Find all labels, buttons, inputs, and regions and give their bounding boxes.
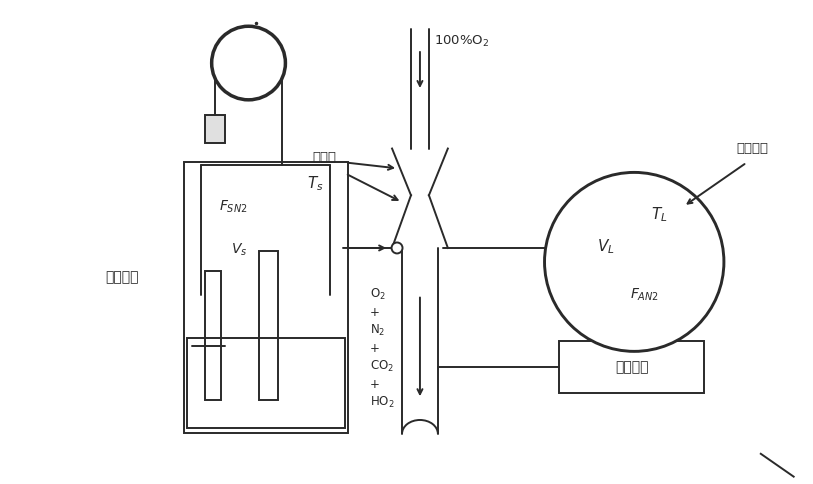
Text: $F_{AN2}$: $F_{AN2}$ <box>629 287 659 303</box>
Circle shape <box>211 26 285 100</box>
Text: 100%O$_2$: 100%O$_2$ <box>434 33 489 49</box>
Text: $T_L$: $T_L$ <box>651 205 667 224</box>
Bar <box>184 163 348 433</box>
Bar <box>205 271 220 400</box>
Text: +: + <box>370 378 380 391</box>
Text: $V_L$: $V_L$ <box>598 238 615 257</box>
Circle shape <box>392 242 402 254</box>
Text: $V_s$: $V_s$ <box>231 242 247 258</box>
Text: $T_s$: $T_s$ <box>307 174 324 193</box>
Text: +: + <box>370 306 380 319</box>
Text: O$_2$: O$_2$ <box>370 287 386 302</box>
Bar <box>259 251 278 400</box>
Text: 单向阀: 单向阀 <box>312 151 337 164</box>
Text: 肺与气道: 肺与气道 <box>737 142 769 155</box>
Bar <box>205 115 224 143</box>
Text: HO$_2$: HO$_2$ <box>370 394 395 409</box>
Bar <box>187 338 346 428</box>
Text: 肺活量计: 肺活量计 <box>105 270 139 284</box>
Text: $F_{SN2}$: $F_{SN2}$ <box>219 199 247 215</box>
Circle shape <box>545 172 724 351</box>
Bar <box>559 341 704 393</box>
Text: +: + <box>370 342 380 355</box>
Text: CO$_2$: CO$_2$ <box>370 359 394 374</box>
Text: N$_2$: N$_2$ <box>370 323 385 338</box>
Text: 氮分析器: 氮分析器 <box>615 360 649 374</box>
